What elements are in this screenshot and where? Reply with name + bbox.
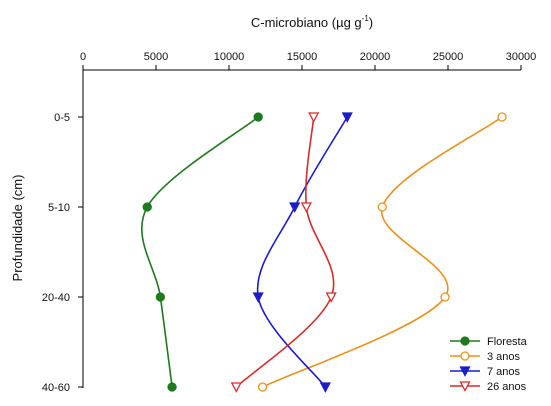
- legend-label-floresta: Floresta: [487, 336, 528, 348]
- data-point-floresta: [142, 202, 152, 212]
- series-line-7-anos: [256, 116, 348, 388]
- legend-label-3-anos: 3 anos: [487, 351, 521, 363]
- series-group: [141, 112, 507, 393]
- y-axis-title: Profundidade (cm): [10, 175, 25, 282]
- data-point-26-anos: [230, 382, 242, 393]
- y-tick-label: 0-5: [54, 112, 70, 124]
- x-tick-label: 25000: [433, 51, 464, 63]
- y-tick-label: 20-40: [42, 292, 70, 304]
- legend-marker-3-anos: [460, 351, 470, 361]
- x-tick-label: 10000: [214, 51, 245, 63]
- legend: Floresta 3 anos 7 anos 26 anos: [450, 336, 528, 393]
- data-point-3-anos: [377, 202, 387, 212]
- x-tick-label: 5000: [144, 51, 168, 63]
- x-tick-label: 0: [80, 51, 86, 63]
- data-point-7-anos: [341, 112, 353, 123]
- data-point-3-anos: [497, 112, 507, 122]
- data-point-3-anos: [257, 382, 268, 392]
- y-tick-label: 40-60: [42, 382, 70, 394]
- x-tick-label: 30000: [506, 51, 537, 63]
- data-point-floresta: [167, 382, 177, 392]
- x-axis-title: C-microbiano (µg g-1): [251, 14, 373, 30]
- legend-marker-7-anos: [459, 366, 471, 377]
- data-point-floresta: [253, 112, 263, 122]
- legend-marker-26-anos: [459, 381, 471, 392]
- data-point-26-anos: [308, 112, 320, 123]
- data-point-3-anos: [440, 292, 450, 302]
- series-line-26-anos: [235, 116, 335, 388]
- legend-label-26-anos: 26 anos: [487, 381, 527, 393]
- data-point-7-anos: [319, 382, 331, 393]
- data-point-floresta: [155, 292, 166, 302]
- data-point-7-anos: [252, 292, 264, 303]
- legend-label-7-anos: 7 anos: [487, 366, 521, 378]
- y-tick-label: 5-10: [48, 202, 70, 214]
- data-point-7-anos: [289, 202, 301, 213]
- axes: 0 5000 10000 15000 20000 25000 30000 0-5 5-10 20-…: [42, 51, 536, 394]
- series-line-floresta: [141, 116, 259, 388]
- legend-marker-floresta: [460, 336, 470, 346]
- data-point-26-anos: [300, 202, 312, 213]
- data-point-26-anos: [325, 292, 337, 303]
- series-line-3-anos: [262, 116, 503, 388]
- x-tick-label: 15000: [287, 51, 318, 63]
- x-tick-label: 20000: [360, 51, 391, 63]
